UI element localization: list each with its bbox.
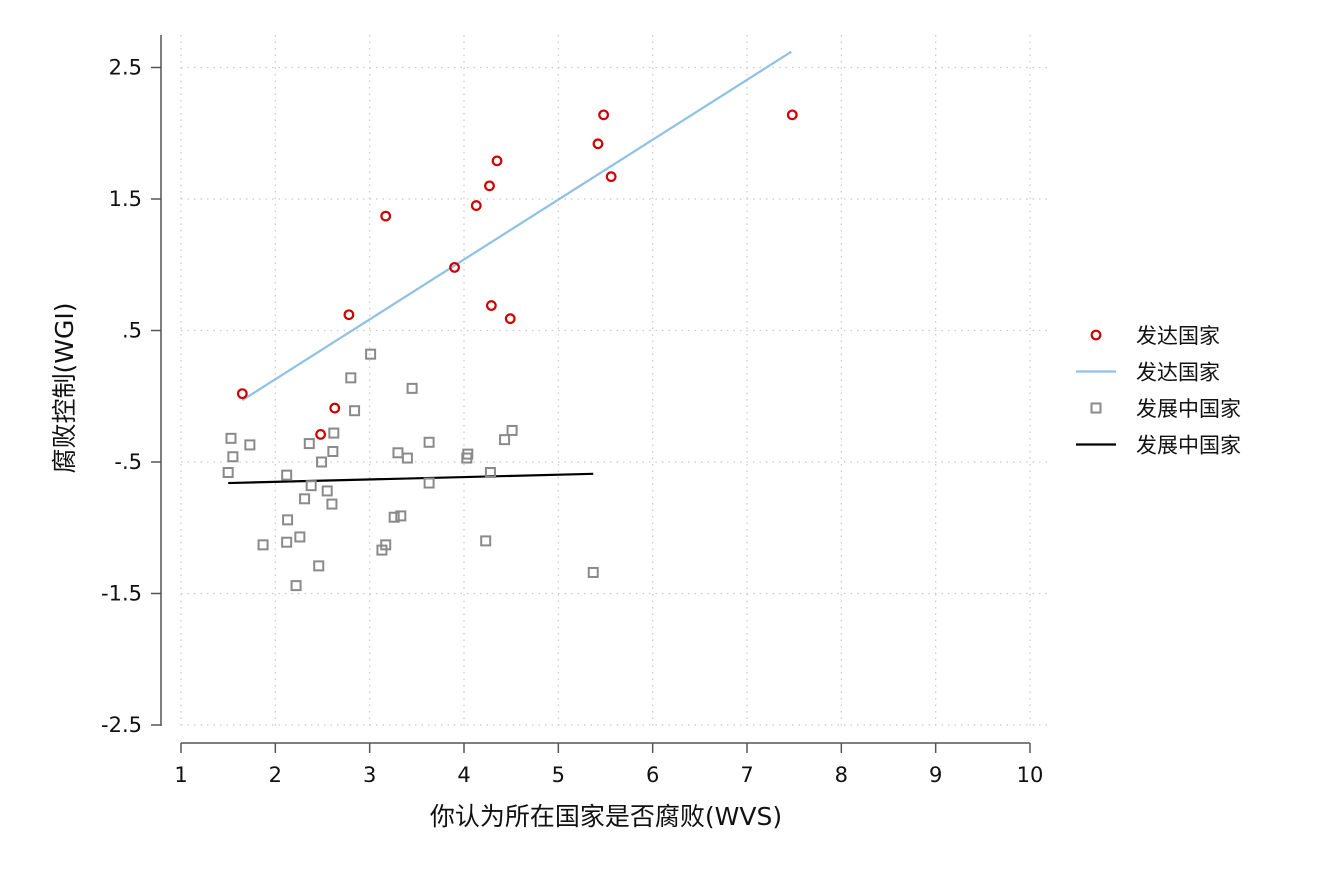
data-point-square [326, 498, 338, 510]
plot-series [222, 50, 798, 592]
data-point-square [506, 424, 518, 436]
series-4-line [228, 472, 594, 485]
data-point-square [305, 480, 317, 492]
y-axis-ticks: 2.5 1.5 .5 -.5 -1.5 -2.5 [101, 56, 161, 737]
legend-circle-swatch [1090, 329, 1102, 341]
data-point-square [392, 447, 404, 459]
data-point-square [321, 485, 333, 497]
data-point-square [227, 451, 239, 463]
x-tick-label: 7 [740, 763, 753, 787]
legend-item: 发达国家 [1076, 361, 1220, 385]
data-point-square [406, 382, 418, 394]
x-tick-label: 9 [929, 763, 942, 787]
x-tick-label: 2 [269, 763, 282, 787]
legend-square-swatch [1090, 402, 1102, 414]
data-point-square [290, 580, 302, 592]
data-point-circle [343, 309, 355, 321]
data-point-square [499, 434, 511, 446]
x-axis-ticks: 1 2 3 4 5 6 7 8 9 10 [174, 743, 1043, 787]
legend-item: 发展中国家 [1076, 434, 1241, 458]
series-1-scatter [236, 109, 798, 440]
series-2-line [241, 50, 792, 402]
data-point-square [462, 448, 474, 460]
data-point-square [365, 348, 377, 360]
data-point-square [281, 469, 293, 481]
x-tick-label: 3 [363, 763, 376, 787]
legend-label: 发达国家 [1136, 361, 1220, 385]
data-point-circle [315, 428, 327, 440]
x-tick-label: 5 [552, 763, 565, 787]
legend-label: 发达国家 [1136, 324, 1220, 348]
legend-item: 发达国家 [1090, 324, 1220, 348]
data-point-circle [470, 200, 482, 211]
y-tick-label: -.5 [114, 450, 142, 474]
data-point-circle [786, 109, 798, 121]
y-axis-title: 腐败控制(WGI) [50, 303, 79, 474]
y-tick-label: .5 [122, 319, 142, 343]
fit-line [241, 50, 792, 402]
data-point-square [294, 531, 306, 543]
data-point-square [349, 405, 361, 417]
legend-label: 发展中国家 [1136, 434, 1241, 458]
data-point-circle [236, 388, 248, 400]
data-point-square [281, 536, 293, 548]
data-point-square [303, 438, 315, 450]
data-point-square [222, 467, 234, 479]
data-point-square [484, 467, 496, 479]
data-point-circle [449, 261, 460, 273]
data-point-square [299, 493, 311, 505]
data-point-square [328, 427, 340, 439]
data-point-circle [484, 180, 495, 192]
data-point-square [380, 539, 392, 551]
data-point-square [345, 372, 357, 384]
data-point-square [282, 514, 294, 526]
data-point-circle [598, 109, 610, 121]
data-point-square [316, 456, 328, 468]
data-point-square [395, 510, 407, 522]
data-point-square [388, 511, 400, 523]
data-point-square [225, 432, 237, 444]
data-point-square [423, 477, 435, 489]
legend-label: 发展中国家 [1136, 397, 1241, 421]
data-point-square [257, 539, 269, 551]
fit-line [228, 472, 594, 485]
x-tick-label: 1 [174, 763, 187, 787]
data-point-square [244, 439, 256, 451]
data-point-circle [380, 210, 392, 222]
data-point-square [401, 452, 413, 464]
data-point-square [327, 445, 339, 457]
x-axis-title: 你认为所在国家是否腐败(WVS) [430, 802, 782, 831]
data-point-circle [592, 138, 604, 150]
data-point-square [587, 566, 599, 578]
x-tick-label: 4 [457, 763, 470, 787]
grid-lines [180, 35, 1050, 726]
data-point-square [480, 535, 492, 547]
data-point-circle [504, 313, 516, 325]
y-tick-label: -1.5 [101, 582, 142, 606]
series-3-scatter [222, 348, 599, 592]
data-point-circle [485, 300, 497, 311]
data-point-circle [329, 402, 341, 414]
data-point-square [423, 436, 435, 448]
data-point-circle [605, 171, 617, 183]
data-point-square [313, 560, 325, 572]
x-tick-label: 6 [646, 763, 659, 787]
y-tick-label: 1.5 [109, 187, 142, 211]
x-tick-label: 8 [835, 763, 848, 787]
legend-item: 发展中国家 [1090, 397, 1241, 421]
y-tick-label: -2.5 [101, 713, 142, 737]
y-tick-label: 2.5 [109, 56, 142, 80]
x-tick-label: 10 [1017, 763, 1044, 787]
data-point-circle [491, 155, 503, 167]
